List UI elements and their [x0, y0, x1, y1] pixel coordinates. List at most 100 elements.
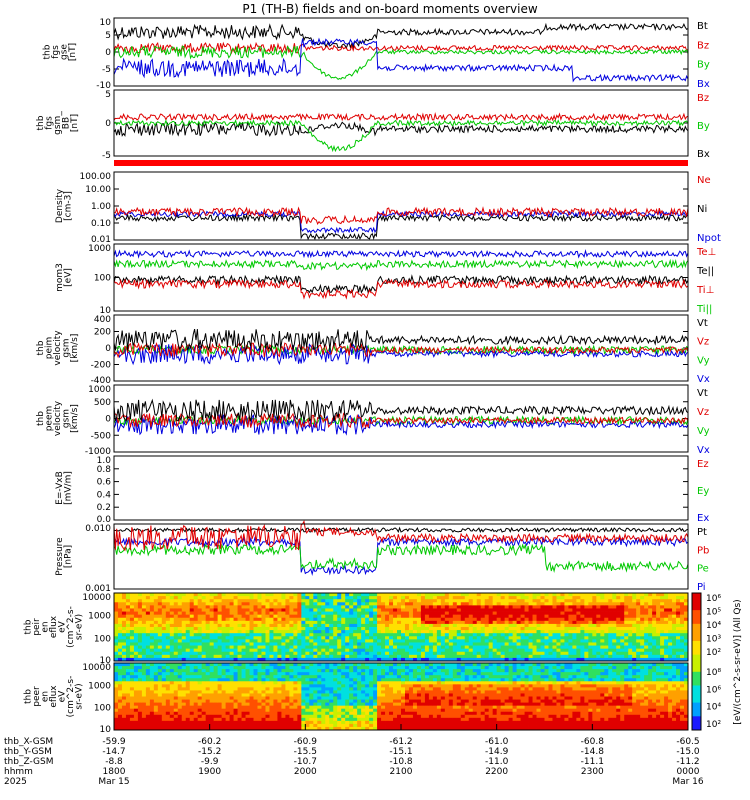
panel-frame [113, 384, 689, 453]
traces-temperature [113, 249, 689, 300]
legend-entry: Bx [697, 79, 710, 90]
ylabel-line: velocity [53, 400, 63, 436]
traces-peem_velocity [113, 398, 689, 436]
colorbar-label: 10⁵ [706, 608, 721, 618]
legend-entry: Bt [697, 21, 708, 32]
ylabel-line: [mV/m] [63, 471, 73, 505]
panel-density: Density[cm-3] 100.00 10.00 1.00 0.10 0.01 Ne Ni… [55, 171, 721, 245]
legend-entry: Vx [697, 374, 710, 385]
xaxis-value: -15.5 [294, 747, 317, 757]
ytick-label: 1000 [88, 244, 111, 254]
panel-frame [113, 243, 689, 312]
ylabel-line: eflux [49, 615, 59, 638]
legend-entry: Ti⊥ [696, 285, 714, 296]
xaxis-value: 2300 [581, 767, 604, 777]
colorbar-label: 10⁶ [706, 685, 721, 695]
xaxis-value: -15.1 [389, 747, 412, 757]
separator-bar [114, 160, 688, 166]
ytick-label: 10 [100, 656, 112, 666]
ylabel-line: velocity [53, 330, 63, 366]
ylabel-line: gsm [62, 338, 72, 357]
ylabel-line: fgs [51, 45, 61, 59]
ytick-label: 0.0 [97, 515, 112, 525]
ylabel-line: [km/s] [70, 334, 80, 363]
ylabel-line: peir [32, 618, 42, 636]
ylabel-line: Pressure [55, 537, 65, 576]
ylabel-line: peim [45, 337, 55, 360]
ylabel-line: gse [59, 44, 69, 60]
ytick-label: 0.01 [91, 235, 111, 245]
heatmap-peir_eflux [114, 593, 689, 662]
colorbar-label: 10² [706, 648, 721, 658]
series-Bt [113, 22, 689, 50]
legend-entry: Npot [697, 233, 721, 244]
colorbar-label: 10⁸ [706, 668, 721, 678]
xaxis-value: -59.9 [102, 737, 126, 747]
ylabel-line: [km/s] [70, 404, 80, 433]
legend-entry: Ni [697, 204, 707, 215]
xaxis-value: -61.0 [485, 737, 509, 747]
series-Vz [113, 342, 689, 359]
xaxis-value: -15.0 [676, 747, 700, 757]
traces-peim_velocity [113, 328, 689, 366]
ylabel-line: mom3 [55, 263, 65, 292]
ylabel-line: (cm^2-s- [66, 676, 76, 718]
panel-temperature: mom3[eV] 1000 100 10 Te⊥ Te|| Ti⊥ Ti|| [55, 243, 716, 316]
colorbar-label: 10⁶ [706, 594, 721, 604]
ytick-label: -10 [96, 81, 111, 91]
colorbar-label: 10⁴ [706, 621, 721, 631]
colorbar-caption: [eV/(cm^2-s-sr-eV)] (All Qs) [733, 599, 743, 724]
legend-peem_velocity: Vt Vz Vy Vx [697, 388, 710, 456]
legend-entry: Vz [697, 337, 709, 348]
ytick-label: 0 [105, 344, 111, 354]
legend-entry: Vy [697, 355, 710, 366]
ylabel-line: eflux [49, 685, 59, 708]
panel-frame [113, 171, 689, 241]
ytick-label: 10 [100, 306, 112, 316]
ytick-label: -5 [102, 65, 111, 75]
ylabel-line: en [41, 621, 51, 632]
ylabel-line: thb [24, 619, 34, 634]
series-Pb [113, 520, 689, 552]
legend-entry: Ez [697, 459, 709, 470]
ytick-label: 0.6 [97, 478, 112, 488]
ylabel-line: E=-VxB [55, 471, 65, 505]
plot-title: P1 (TH-B) fields and on-board moments ov… [242, 2, 538, 16]
ytick-label: 1000 [88, 681, 111, 691]
legend-fgs_gse: Bt Bz By Bx [697, 21, 710, 90]
ytick-label: 5 [105, 90, 111, 100]
ytick-label: -5 [102, 151, 111, 161]
xaxis-value: 1900 [198, 767, 221, 777]
ylabel-line: en [41, 691, 51, 702]
legend-entry: Vy [697, 426, 710, 437]
xaxis-value: -11.1 [581, 757, 604, 767]
ylabel-line: thb [36, 411, 46, 426]
ytick-label: 10000 [82, 663, 111, 673]
xaxis-value: -10.8 [389, 757, 413, 767]
panel-frame [113, 523, 689, 590]
ylabel-line: (cm^2-s- [66, 606, 76, 648]
series-Ne [113, 206, 689, 226]
ytick-label: -400 [91, 376, 112, 386]
series-Vy [113, 344, 689, 356]
ylabel-density: Density[cm-3] [55, 188, 74, 223]
colorbar-label: 10⁴ [706, 703, 721, 713]
ytick-label: 1000 [88, 385, 111, 395]
series-Ti-par [113, 249, 689, 259]
legend-entry: By [697, 121, 710, 132]
legend-entry: Vz [697, 407, 709, 418]
ytick-label: 10 [100, 18, 112, 28]
xaxis-value: 2000 [294, 767, 317, 777]
series-Pt [114, 526, 689, 534]
ytick-label: 200 [94, 328, 111, 338]
ytick-label: -500 [91, 431, 112, 441]
series-Vx [113, 413, 689, 436]
